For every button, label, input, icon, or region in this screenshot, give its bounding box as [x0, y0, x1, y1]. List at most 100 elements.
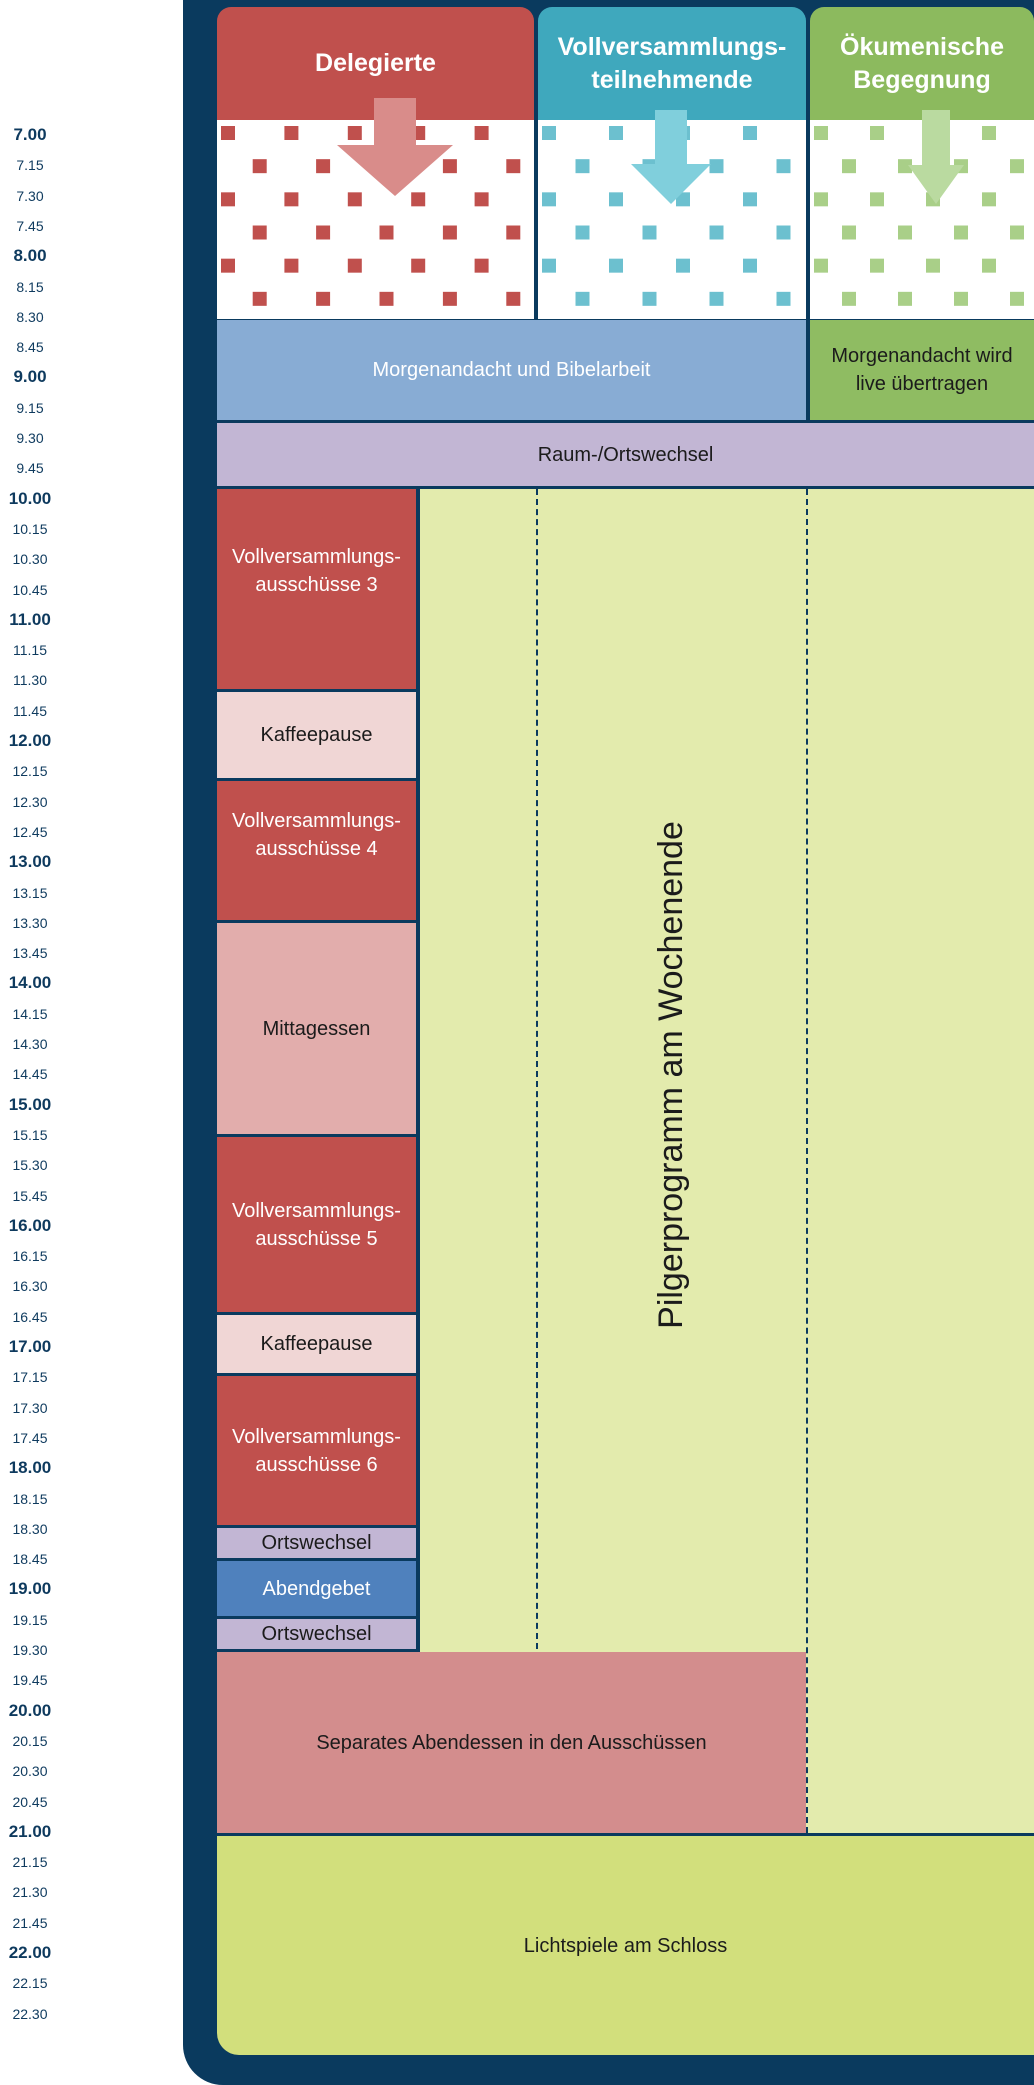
pattern-dot	[252, 159, 267, 174]
pattern-dot	[898, 291, 912, 306]
time-label: 20.00	[8, 1700, 52, 1720]
event-morgenandacht-live: Morgenandacht wird live übertragen	[810, 320, 1034, 420]
pattern-dot	[776, 159, 791, 174]
pattern-dot	[221, 258, 235, 273]
pilgerprogramm-area	[420, 489, 1034, 1833]
time-label: 20.15	[12, 1732, 48, 1749]
time-label: 13.30	[12, 914, 48, 931]
time-label: 16.30	[12, 1278, 48, 1295]
pattern-dot	[870, 192, 884, 207]
time-label: 9.00	[13, 367, 47, 387]
pattern-dot	[709, 225, 724, 240]
header-oekumenische-begegnung: Ökumenische Begegnung	[810, 7, 1034, 120]
time-label: 13.15	[12, 884, 48, 901]
time-label: 20.45	[12, 1793, 48, 1810]
pattern-dot	[776, 291, 791, 306]
event-kaffeepause-2: Kaffeepause	[217, 1315, 416, 1373]
pattern-dot	[642, 291, 657, 306]
time-label: 20.30	[12, 1763, 48, 1780]
time-label: 21.45	[12, 1914, 48, 1931]
pattern-dot	[252, 225, 267, 240]
pattern-dot	[575, 225, 590, 240]
pattern-dot	[870, 258, 884, 273]
pattern-dot	[1010, 159, 1024, 174]
pattern-dot	[347, 192, 362, 207]
time-label: 7.45	[16, 217, 44, 234]
event-ortswechsel-1: Ortswechsel	[217, 1528, 416, 1558]
pattern-dot	[743, 126, 757, 140]
event-raumwechsel: Raum-/Ortswechsel	[217, 423, 1034, 486]
pattern-dot	[347, 258, 362, 273]
pattern-dot	[842, 291, 856, 306]
arrow-down-icon	[631, 110, 711, 204]
pattern-dot	[252, 291, 267, 306]
time-label: 14.45	[12, 1066, 48, 1083]
pattern-dot	[442, 291, 457, 306]
header-vollversammlungsteilnehmende: Vollversammlungs- teilnehmende	[538, 7, 806, 120]
time-label: 21.00	[8, 1821, 52, 1841]
time-label: 12.30	[12, 793, 48, 810]
time-label: 17.00	[8, 1337, 52, 1356]
time-label: 11.15	[13, 642, 47, 659]
pattern-dot	[954, 225, 968, 240]
event-abendgebet: Abendgebet	[217, 1561, 416, 1616]
time-label: 21.15	[12, 1854, 48, 1871]
pattern-dot	[411, 258, 426, 273]
pattern-dot	[506, 225, 521, 240]
pattern-dot	[442, 159, 457, 174]
time-label: 10.15	[12, 520, 48, 537]
time-label: 14.15	[12, 1005, 48, 1022]
pattern-dot	[411, 192, 426, 207]
pattern-dot	[709, 291, 724, 306]
pattern-dot	[542, 258, 556, 273]
time-label: 13.00	[8, 852, 52, 872]
divider-line	[536, 489, 538, 1649]
time-label: 18.30	[12, 1520, 48, 1537]
time-label: 11.00	[9, 609, 51, 629]
pattern-dot	[814, 126, 828, 140]
divider-line	[806, 489, 808, 1833]
time-label: 18.45	[12, 1551, 48, 1568]
pattern-dot	[442, 225, 457, 240]
pattern-dot	[982, 192, 996, 207]
time-label: 19.45	[12, 1672, 48, 1689]
time-label: 8.45	[16, 339, 44, 356]
time-label: 19.15	[12, 1611, 48, 1628]
event-ausschuesse-5: Vollversammlungs- ausschüsse 5	[217, 1137, 416, 1312]
pattern-dot	[284, 258, 299, 273]
time-label: 15.00	[8, 1094, 52, 1114]
time-label: 22.00	[8, 1943, 52, 1962]
pattern-dot	[506, 291, 521, 306]
pattern-dot	[347, 126, 362, 140]
pattern-dot	[1010, 291, 1024, 306]
pattern-dot	[609, 258, 623, 273]
pattern-dot	[379, 291, 394, 306]
event-ausschuesse-3: Vollversammlungs- ausschüsse 3	[217, 489, 416, 689]
pattern-dot	[316, 159, 331, 174]
time-label: 14.00	[8, 973, 52, 993]
time-label: 12.00	[8, 731, 52, 750]
pattern-dot	[814, 258, 828, 273]
time-label: 12.45	[12, 823, 48, 840]
pattern-dot	[982, 258, 996, 273]
time-label: 13.45	[12, 945, 48, 962]
time-label: 8.15	[16, 278, 44, 295]
time-label: 19.30	[12, 1642, 48, 1658]
time-label: 7.30	[16, 187, 44, 204]
pattern-dot	[842, 225, 856, 240]
time-label: 10.00	[8, 488, 52, 508]
time-label: 15.45	[12, 1187, 48, 1204]
pattern-dot	[474, 192, 489, 207]
time-label: 9.45	[16, 460, 44, 477]
pattern-dot	[1010, 225, 1024, 240]
time-label: 15.30	[12, 1157, 48, 1174]
time-label: 11.45	[13, 702, 47, 719]
pattern-dot	[379, 225, 394, 240]
pattern-dot	[743, 192, 757, 207]
time-label: 17.15	[12, 1369, 48, 1386]
pattern-dot	[926, 258, 940, 273]
pattern-dot	[506, 159, 521, 174]
pattern-dot	[982, 126, 996, 140]
pattern-dot	[316, 225, 331, 240]
pattern-dot	[676, 192, 690, 207]
